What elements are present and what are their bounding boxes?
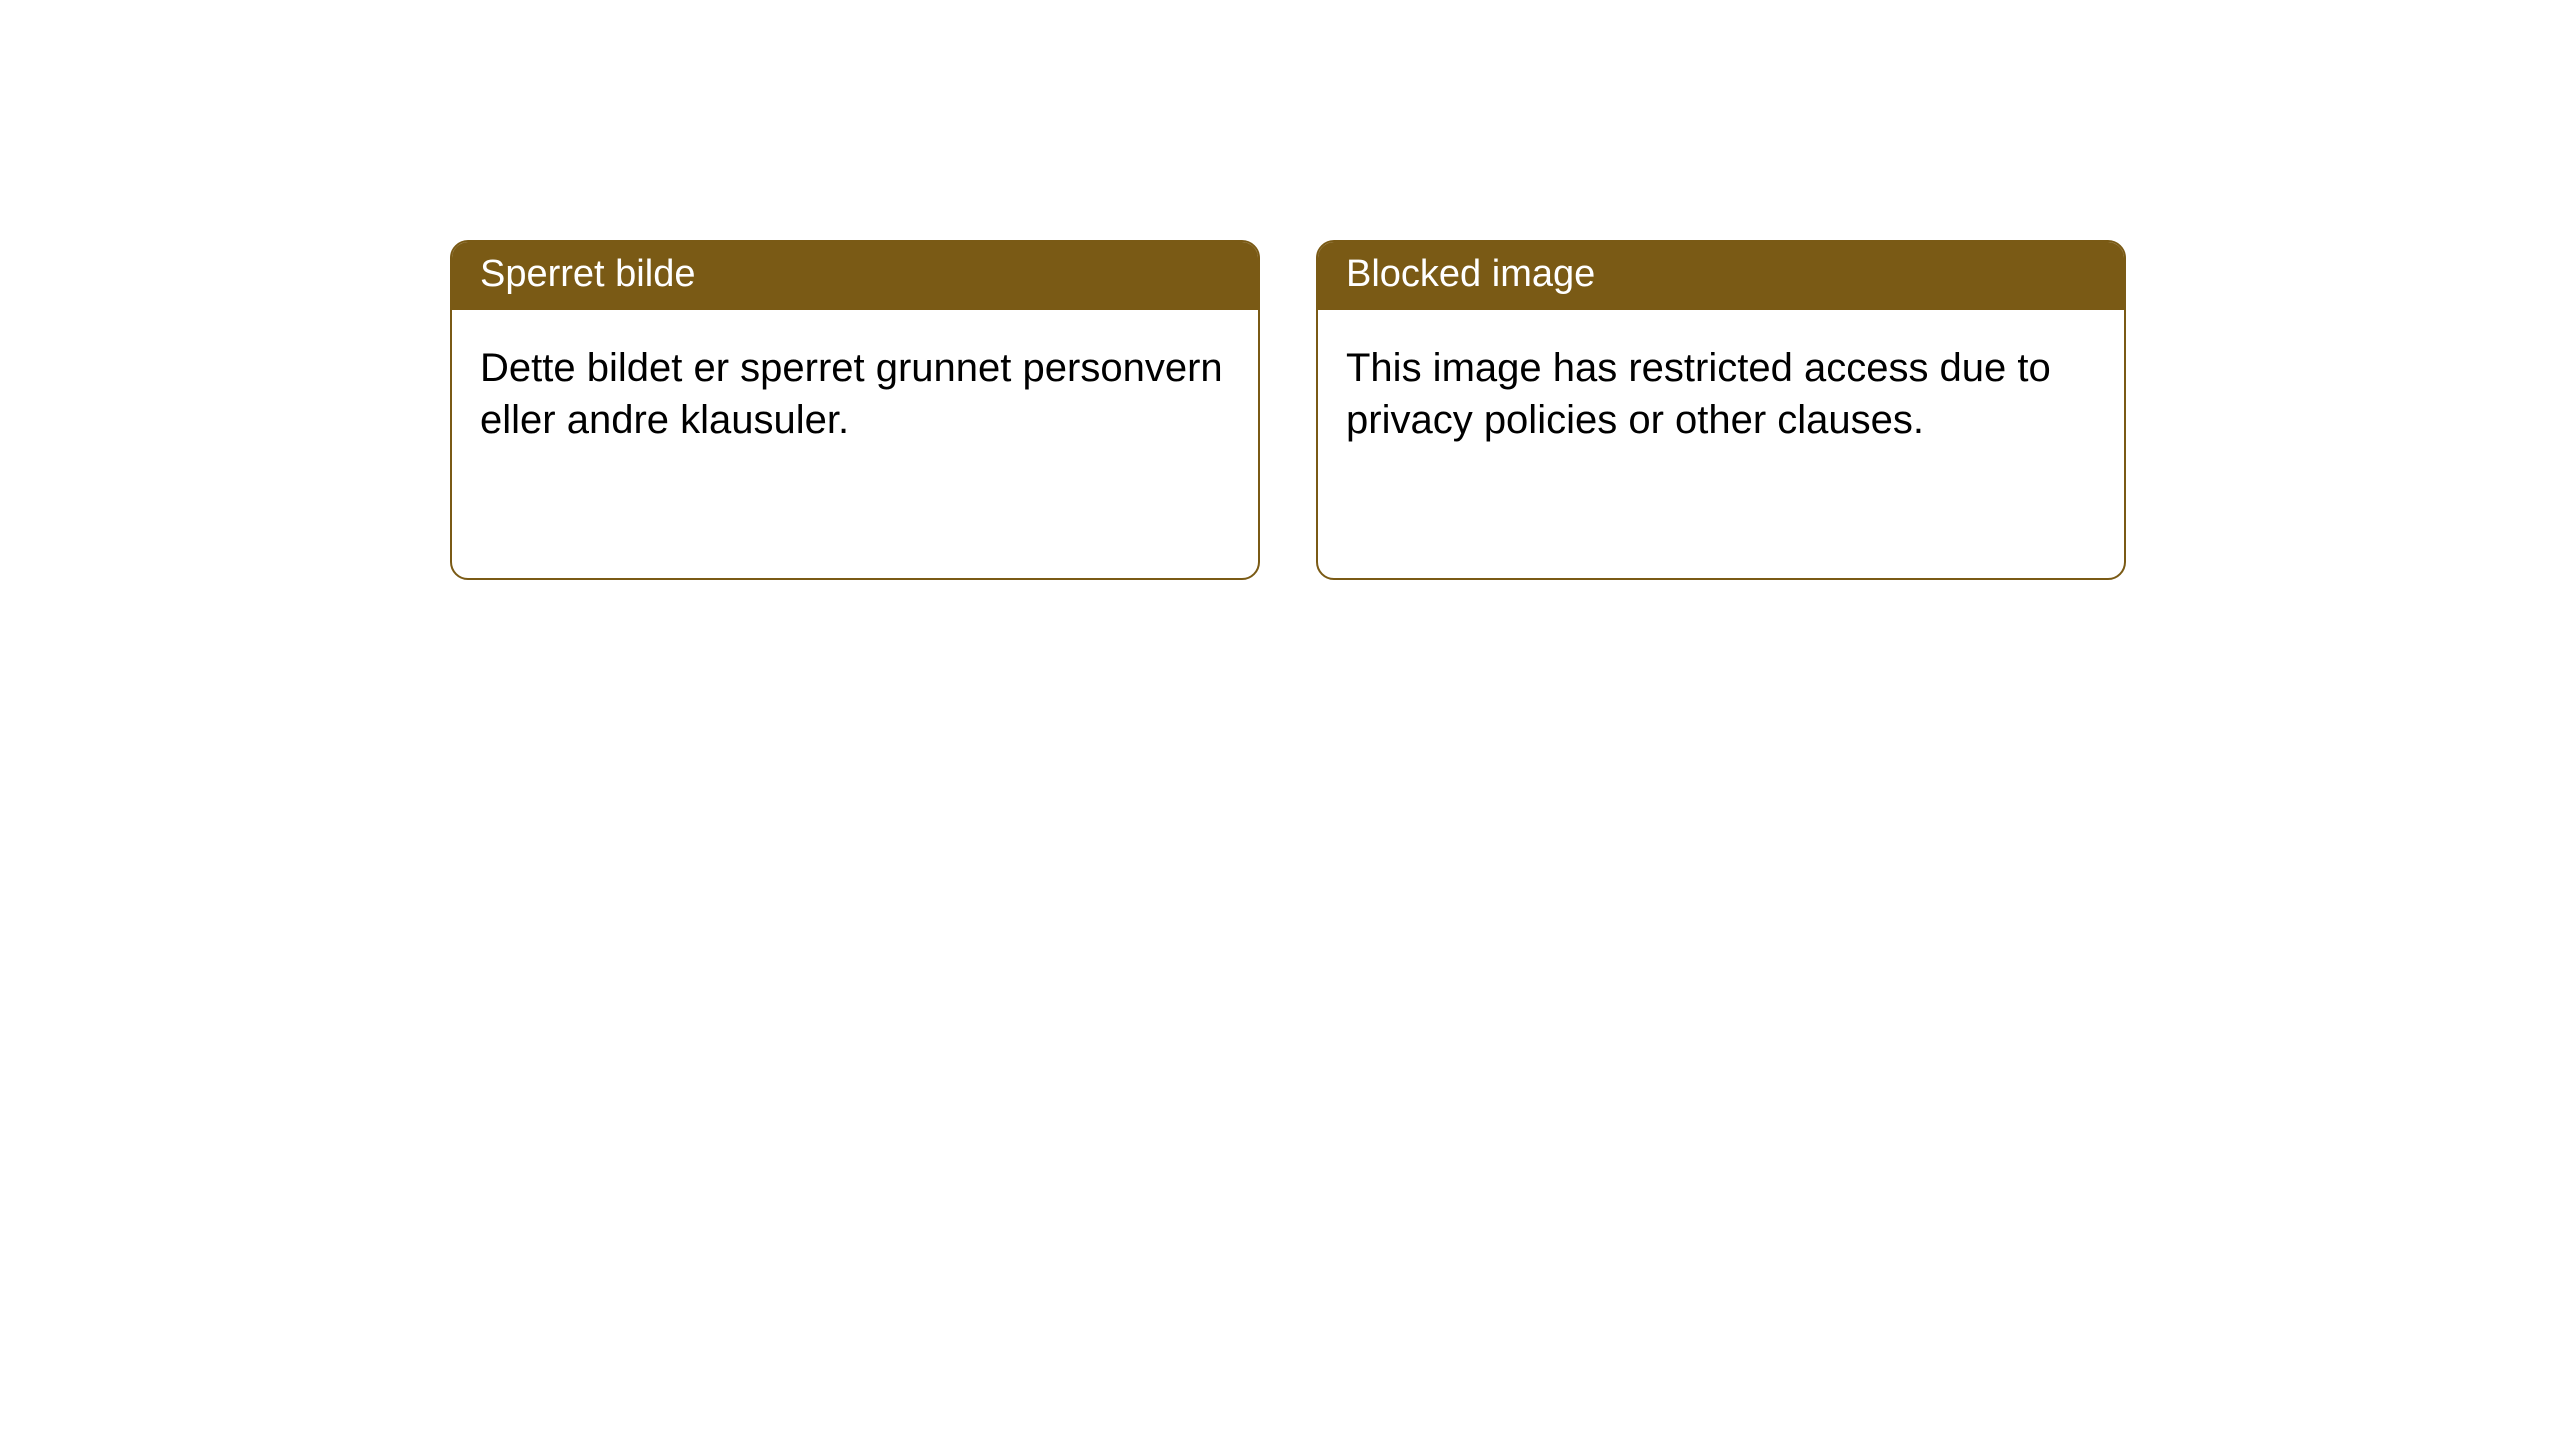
notice-card-norwegian: Sperret bilde Dette bildet er sperret gr… [450,240,1260,580]
notice-card-english: Blocked image This image has restricted … [1316,240,2126,580]
card-body-text: Dette bildet er sperret grunnet personve… [480,346,1223,442]
card-body: Dette bildet er sperret grunnet personve… [452,310,1258,478]
card-body-text: This image has restricted access due to … [1346,346,2051,442]
card-header: Sperret bilde [452,242,1258,310]
card-title: Sperret bilde [480,253,695,295]
notice-container: Sperret bilde Dette bildet er sperret gr… [0,0,2560,580]
card-body: This image has restricted access due to … [1318,310,2124,478]
card-header: Blocked image [1318,242,2124,310]
card-title: Blocked image [1346,253,1595,295]
